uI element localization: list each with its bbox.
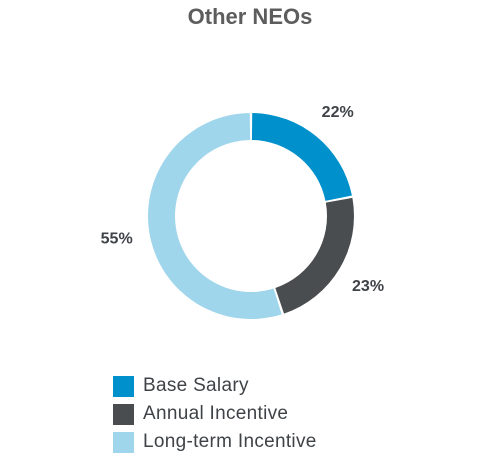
legend-item: Base Salary [113, 372, 317, 400]
legend-label: Base Salary [143, 375, 249, 396]
donut-chart: 22% 23% 55% [101, 104, 384, 319]
legend-swatch [113, 375, 134, 397]
data-label-base-salary: 22% [322, 104, 354, 121]
legend-item: Long-term Incentive [113, 428, 317, 456]
slice-long-term-incentive [147, 113, 282, 319]
chart-title: Other NEOs [187, 4, 313, 29]
slice-annual-incentive [275, 197, 354, 314]
legend-swatch [113, 431, 134, 453]
legend: Base Salary Annual Incentive Long-term Inc… [113, 372, 317, 456]
slice-base-salary [251, 113, 352, 201]
legend-swatch [113, 403, 134, 425]
legend-label: Annual Incentive [143, 403, 289, 424]
data-label-annual-incentive: 23% [352, 278, 384, 295]
legend-label: Long-term Incentive [143, 431, 317, 452]
data-label-long-term-incentive: 55% [101, 230, 133, 247]
legend-item: Annual Incentive [113, 400, 317, 428]
